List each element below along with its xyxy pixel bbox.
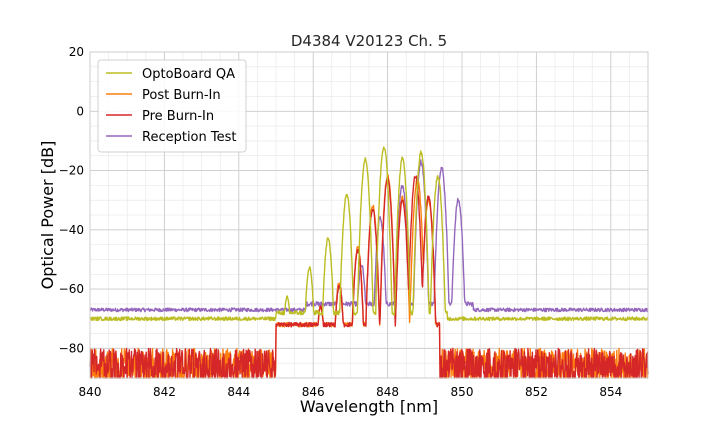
legend: OptoBoard QA Post Burn-In Pre Burn-In Recep…: [97, 59, 247, 153]
series-line-optoboard-qa: [89, 146, 649, 322]
legend-label: Post Burn-In: [142, 88, 221, 103]
y-axis-label: Optical Power [dB]: [38, 141, 57, 290]
series-line-reception-test: [89, 159, 649, 313]
y-tick-label: −20: [59, 164, 84, 178]
y-tick-label: −40: [59, 223, 84, 237]
x-tick-label: 850: [451, 385, 474, 399]
series-line-pre-burn-in: [89, 175, 649, 379]
x-axis-label: Wavelength [nm]: [300, 397, 438, 416]
y-tick-label: −60: [59, 282, 84, 296]
x-tick-label: 840: [79, 385, 102, 399]
x-tick-label: 844: [227, 385, 250, 399]
x-tick-label: 842: [153, 385, 176, 399]
x-tick-label: 854: [599, 385, 622, 399]
x-tick-label: 848: [376, 385, 399, 399]
tick-labels: 840 842 844 846 848 850 852 854 20 0 −20 −40 −60 −80: [59, 45, 623, 399]
x-tick-label: 852: [525, 385, 548, 399]
chart-title: D4384 V20123 Ch. 5: [291, 32, 447, 50]
plot-frame: [89, 51, 649, 379]
legend-label: Pre Burn-In: [142, 109, 214, 124]
y-tick-label: 20: [69, 45, 84, 59]
y-tick-label: 0: [76, 104, 84, 118]
legend-box: [97, 59, 247, 153]
legend-label: OptoBoard QA: [142, 67, 235, 82]
y-tick-label: −80: [59, 341, 84, 355]
x-tick-label: 846: [302, 385, 325, 399]
legend-label: Reception Test: [142, 130, 236, 145]
